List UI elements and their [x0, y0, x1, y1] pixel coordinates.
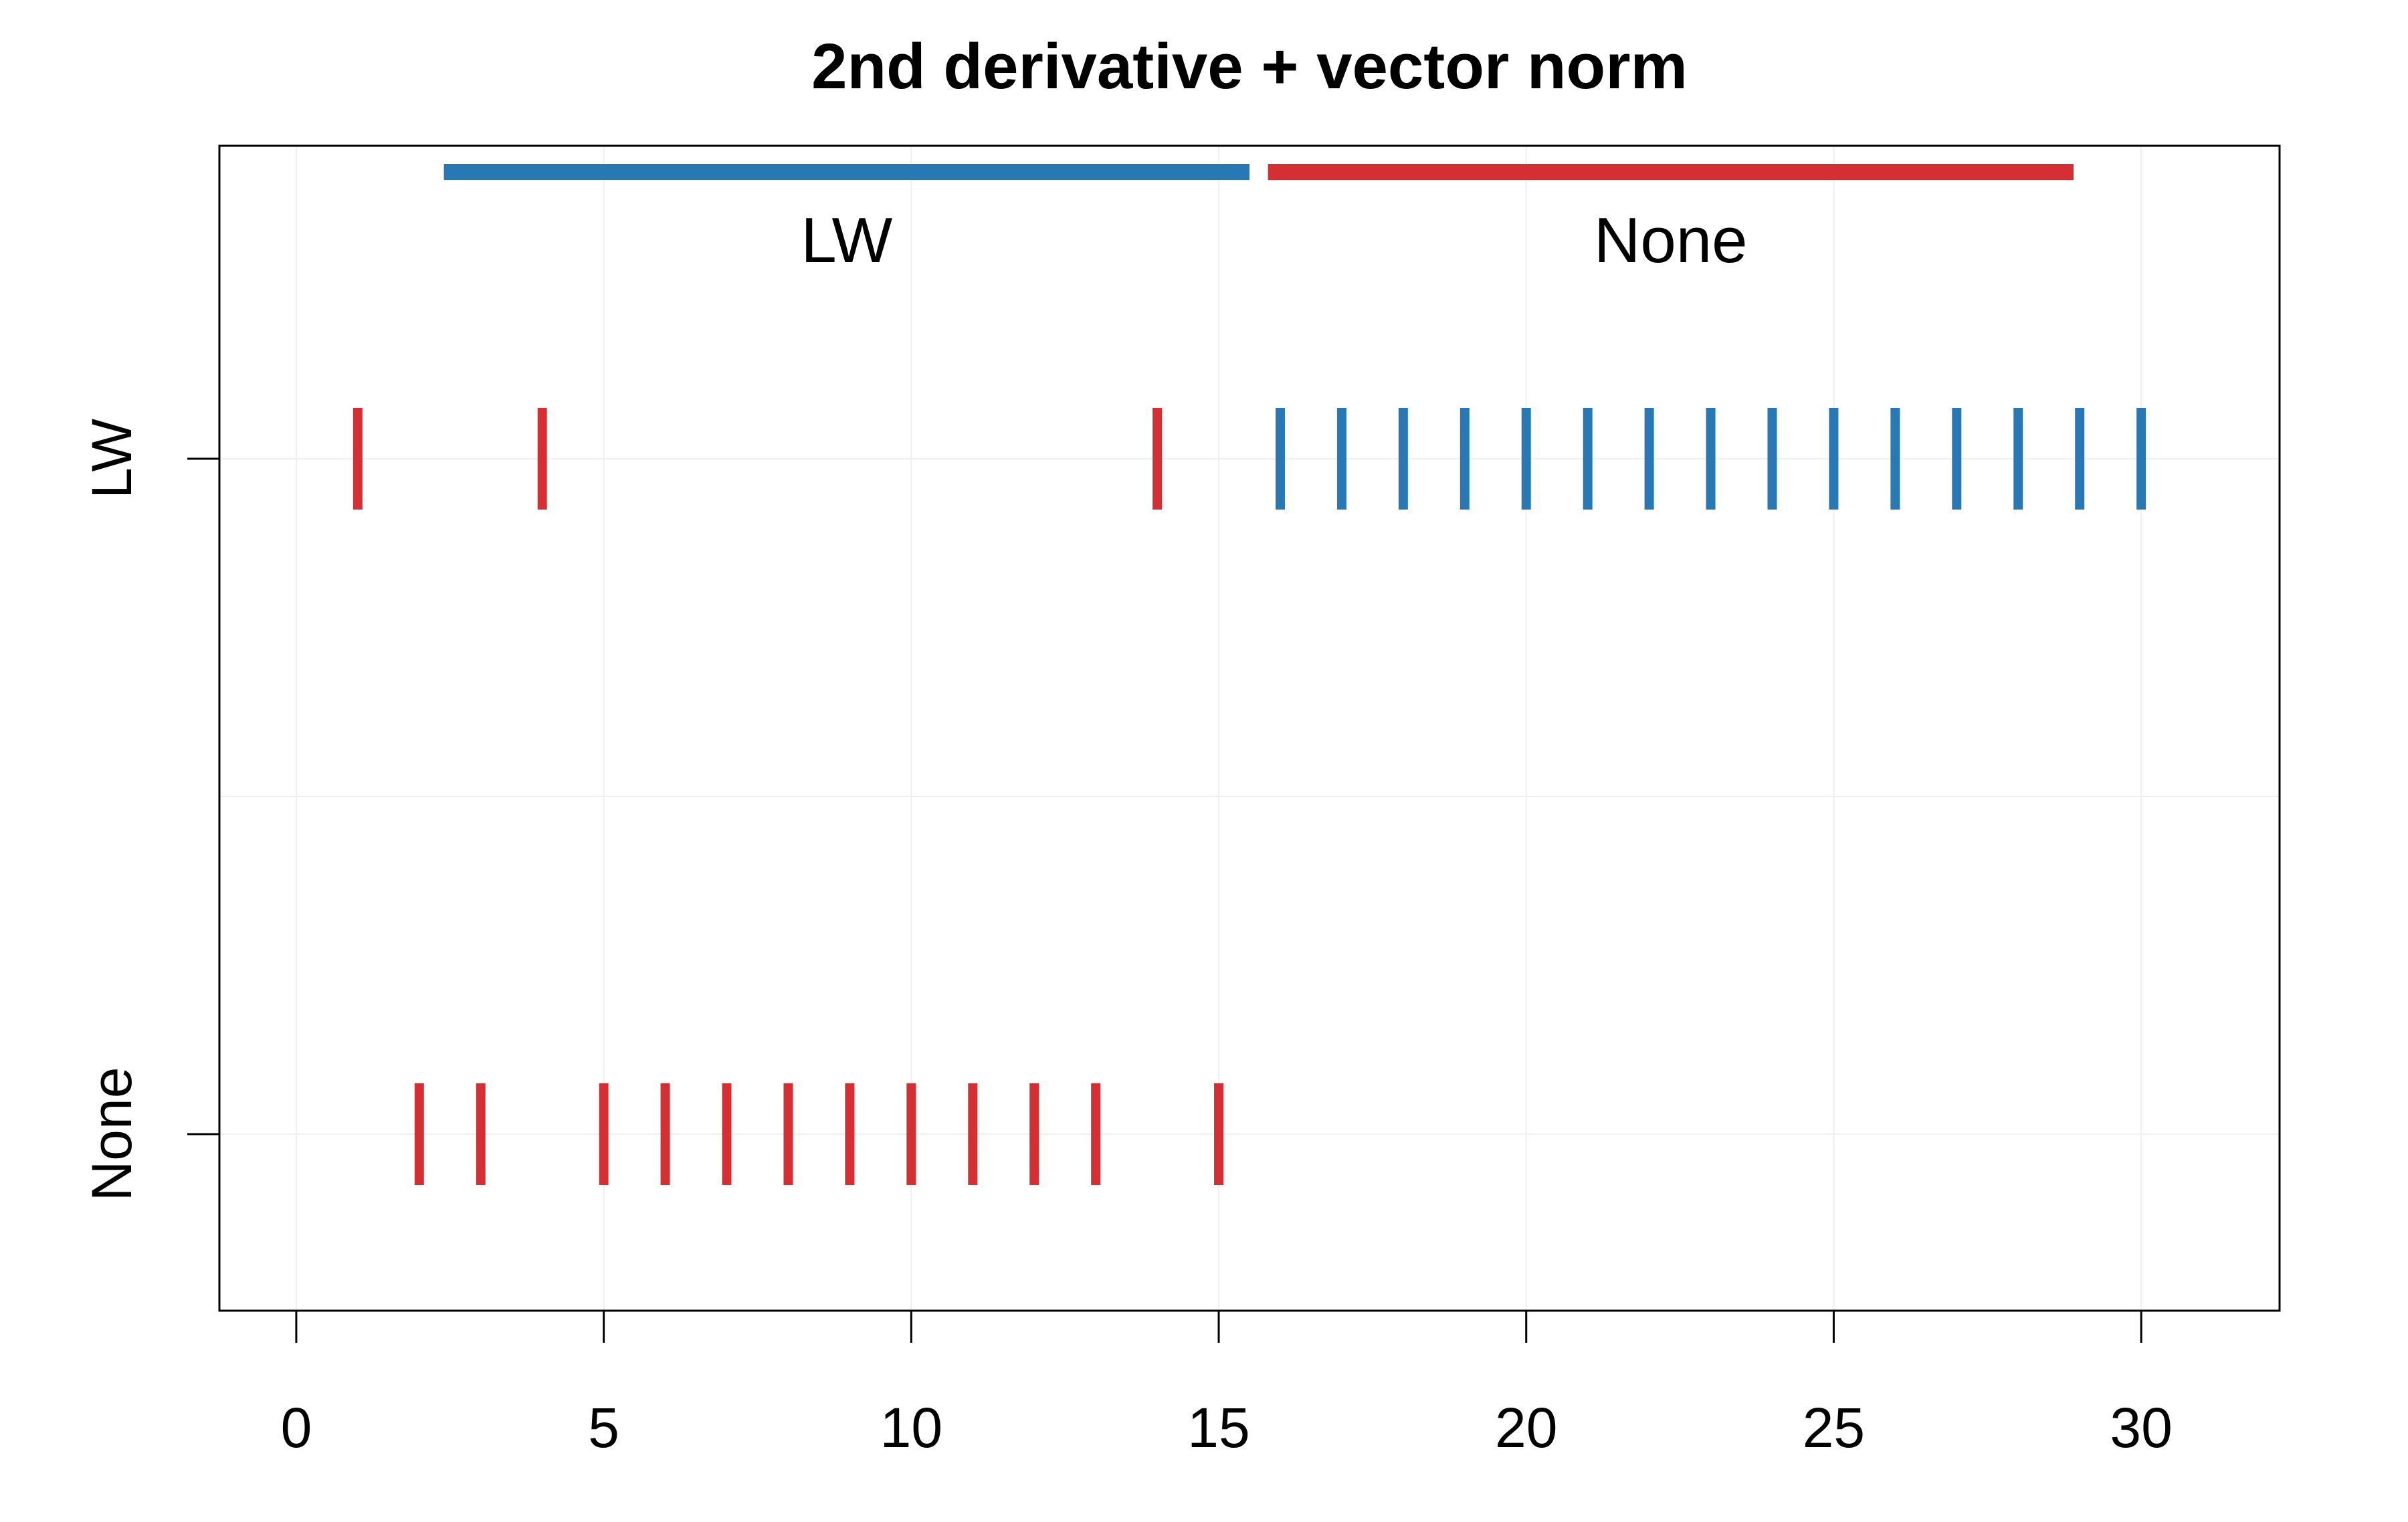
x-tick-label: 5 — [588, 1396, 619, 1459]
group-bar-label: LW — [801, 205, 892, 276]
x-tick-label: 30 — [2110, 1396, 2172, 1459]
y-tick-label: LW — [80, 419, 143, 499]
x-tick-label: 10 — [880, 1396, 942, 1459]
x-tick-label: 20 — [1495, 1396, 1557, 1459]
x-tick-label: 0 — [281, 1396, 312, 1459]
y-tick-label: None — [80, 1067, 143, 1202]
y-axis: LW None — [80, 419, 221, 1202]
x-tick-label: 15 — [1187, 1396, 1249, 1459]
x-axis: 0 5 10 15 20 25 30 — [281, 1309, 2173, 1459]
data-marks — [353, 408, 2146, 1185]
group-bar-label: None — [1594, 205, 1748, 276]
chart-title: 2nd derivative + vector norm — [811, 31, 1688, 102]
plot-frame — [218, 144, 2281, 1312]
grid — [219, 146, 2280, 1311]
group-bars: LW None — [443, 164, 2074, 276]
x-tick-label: 25 — [1803, 1396, 1865, 1459]
